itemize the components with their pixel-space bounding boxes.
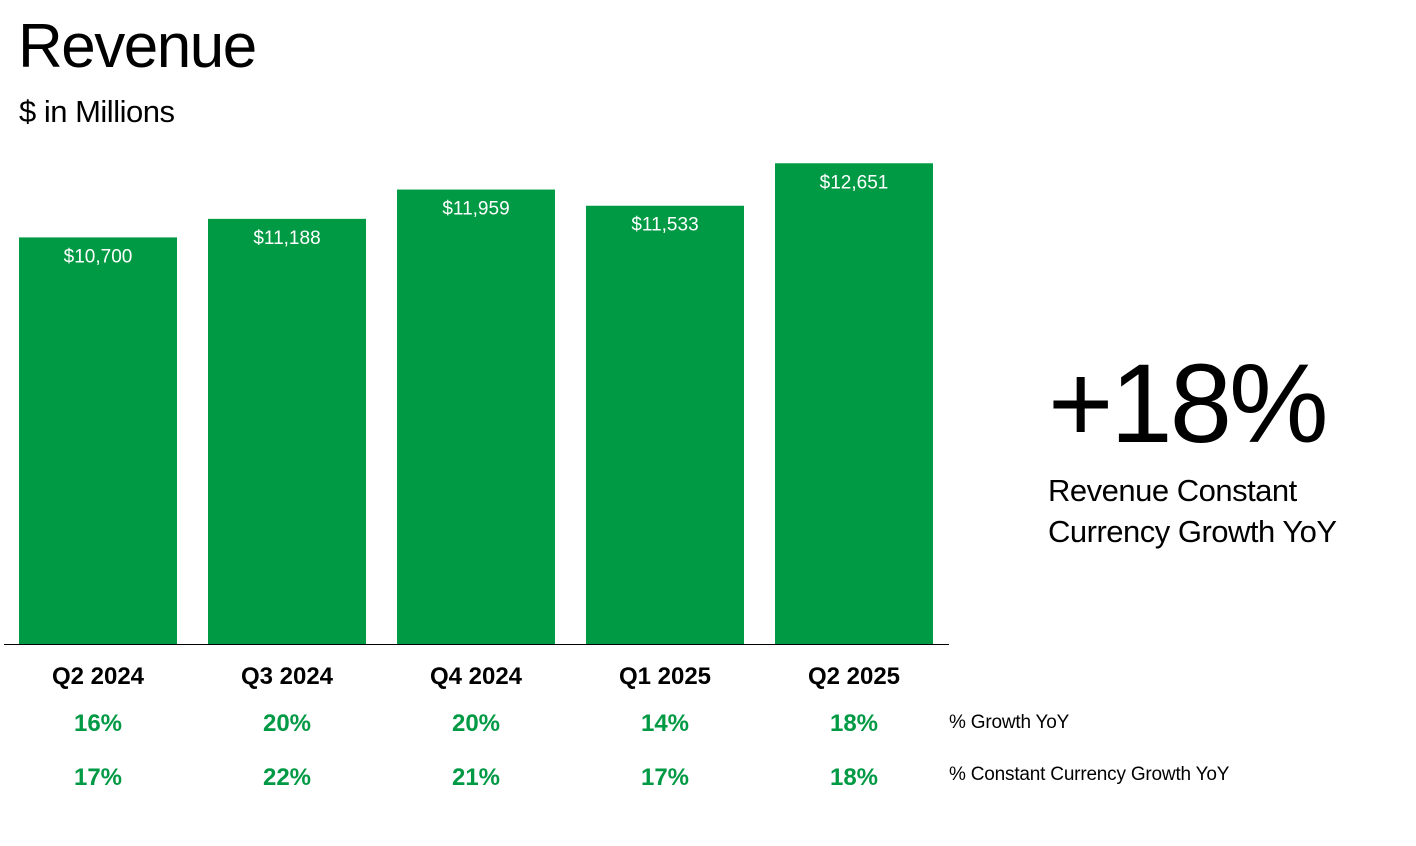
x-tick-label: Q4 2024 [430,663,523,690]
bar-value-label: $11,959 [442,199,509,220]
x-tick-label: Q2 2025 [808,663,900,690]
cc-growth-yoy-value: 17% [641,764,689,791]
bar-value-label: $12,651 [820,172,889,193]
growth-yoy-value: 20% [452,710,500,737]
cc-growth-yoy-value: 22% [263,764,311,791]
growth-yoy-row-label: % Growth YoY [949,712,1070,733]
highlight-growth-caption: Revenue Constant Currency Growth YoY [1048,473,1337,549]
bar [208,218,366,644]
x-tick-label: Q3 2024 [241,663,334,690]
highlight-growth-value: +18% [1048,341,1329,466]
bar [397,189,555,645]
bar-value-label: $11,533 [631,215,698,236]
bar-value-label: $10,700 [64,246,133,267]
growth-yoy-value: 14% [641,710,689,737]
growth-yoy-value: 16% [74,710,122,737]
bar-value-label: $11,188 [253,228,320,249]
chart-subtitle: $ in Millions [19,94,175,129]
growth-yoy-value: 18% [830,710,878,737]
bar [19,237,177,644]
growth-yoy-value: 20% [263,710,311,737]
cc-growth-yoy-value: 17% [74,764,122,791]
bar [586,205,744,644]
cc-growth-yoy-value: 18% [830,764,878,791]
cc-growth-yoy-value: 21% [452,764,500,791]
bar [775,163,933,644]
x-tick-label: Q1 2025 [619,663,711,690]
cc-growth-yoy-row-label: % Constant Currency Growth YoY [949,764,1230,785]
chart-title: Revenue [18,12,257,81]
x-tick-label: Q2 2024 [52,663,145,690]
